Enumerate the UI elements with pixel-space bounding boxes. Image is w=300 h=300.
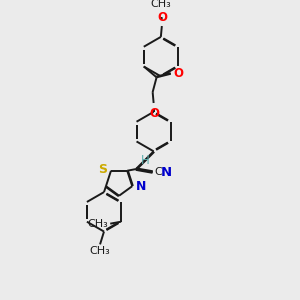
Text: S: S [98,163,106,176]
Text: CH₃: CH₃ [88,219,108,229]
Text: CH₃: CH₃ [90,246,110,256]
Text: H: H [140,154,149,167]
Text: O: O [157,11,167,25]
Text: CH₃: CH₃ [151,0,171,9]
Text: O: O [173,67,183,80]
Text: O: O [149,106,159,119]
Text: C: C [154,167,162,177]
Text: N: N [136,180,146,193]
Text: N: N [161,166,172,179]
